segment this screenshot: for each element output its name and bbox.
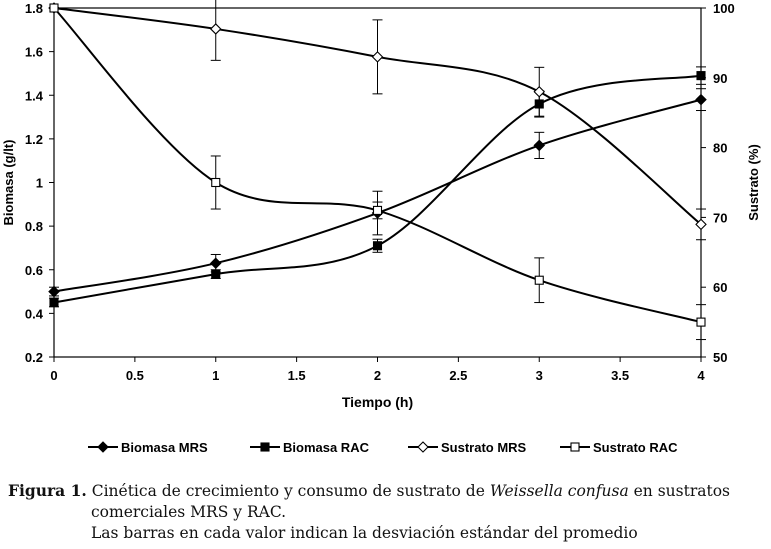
data-point xyxy=(371,51,384,63)
data-point xyxy=(211,177,221,188)
legend-item-biomasa-rac: Biomasa RAC xyxy=(250,440,370,455)
legend-marker xyxy=(260,442,270,452)
legend: Biomasa MRS Biomasa RAC Sustrato MRS Sustra… xyxy=(88,440,678,455)
axes: 0 0.5 1 1.5 2 2.5 3 3.5 4 0.2 0.4 0.6 0.8 1 1.2 1.4 1.6 1… xyxy=(1,1,761,410)
series-line xyxy=(53,7,702,226)
legend-item-sustrato-mrs: Sustrato MRS xyxy=(408,440,527,455)
series-line xyxy=(53,7,702,324)
y2-tick-label: 100 xyxy=(713,1,735,16)
data-point xyxy=(533,85,546,98)
data-point xyxy=(533,139,546,152)
series-layer xyxy=(48,0,707,341)
legend-label: Sustrato MRS xyxy=(441,440,527,455)
data-point xyxy=(211,269,221,279)
y-tick-label: 1.6 xyxy=(25,45,43,60)
kinetics-chart: 0 0.5 1 1.5 2 2.5 3 3.5 4 0.2 0.4 0.6 0.8 1 1.2 1.4 1.6 1… xyxy=(1,0,761,455)
y-tick-label: 1.8 xyxy=(25,1,43,16)
y2-tick-label: 80 xyxy=(713,141,727,156)
series-line xyxy=(53,74,702,304)
legend-label: Biomasa MRS xyxy=(121,440,208,455)
y2-tick-label: 90 xyxy=(713,71,727,86)
x-tick-label: 1.5 xyxy=(288,368,306,383)
y-axis-label: Biomasa (g/lt) xyxy=(1,140,16,226)
x-tick-label: 0 xyxy=(50,368,57,383)
data-point xyxy=(534,275,544,285)
x-tick-label: 2 xyxy=(374,368,381,383)
legend-label: Sustrato RAC xyxy=(593,440,678,455)
data-point xyxy=(695,93,707,106)
data-point xyxy=(372,205,383,215)
y2-axis-label: Sustrato (%) xyxy=(746,144,761,221)
x-tick-label: 0.5 xyxy=(126,368,144,383)
y-tick-label: 0.4 xyxy=(25,306,44,321)
caption-text-before: Cinética de crecimiento y consumo de sus… xyxy=(86,482,490,500)
x-tick-label: 1 xyxy=(212,368,219,383)
data-point xyxy=(695,218,707,231)
legend-marker xyxy=(97,441,109,453)
data-point xyxy=(48,285,60,298)
data-point xyxy=(372,241,383,251)
x-tick-label: 4 xyxy=(697,368,705,383)
caption-line-2: comerciales MRS y RAC. xyxy=(91,503,287,521)
y-tick-label: 1.4 xyxy=(25,88,44,103)
data-point xyxy=(209,23,222,35)
data-point xyxy=(49,297,59,308)
data-point xyxy=(209,257,222,269)
x-axis-label: Tiempo (h) xyxy=(342,394,413,410)
x-tick-label: 3.5 xyxy=(611,368,629,383)
series-biomasa-rac xyxy=(49,66,706,308)
y-tick-label: 0.2 xyxy=(25,350,43,365)
legend-item-sustrato-rac: Sustrato RAC xyxy=(560,440,678,455)
figure-caption: Figura 1. Cinética de crecimiento y cons… xyxy=(8,480,768,544)
legend-item-biomasa-mrs: Biomasa MRS xyxy=(88,440,208,455)
legend-marker xyxy=(417,441,429,453)
y2-tick-label: 60 xyxy=(713,280,727,295)
y-tick-label: 1.2 xyxy=(25,132,43,147)
y2-tick-label: 50 xyxy=(713,350,727,365)
caption-label: Figura 1. xyxy=(8,481,87,500)
y2-tick-label: 70 xyxy=(713,210,727,225)
caption-line-1: Figura 1. Cinética de crecimiento y cons… xyxy=(8,480,768,502)
series-sustrato-rac xyxy=(49,3,706,341)
data-point xyxy=(696,317,706,327)
y-tick-label: 1 xyxy=(36,176,43,191)
caption-species: Weissella confusa xyxy=(489,482,629,500)
y-tick-label: 0.6 xyxy=(25,263,43,278)
x-tick-label: 3 xyxy=(536,368,543,383)
y-tick-label: 0.8 xyxy=(25,219,43,234)
caption-line-3: Las barras en cada valor indican la desv… xyxy=(91,524,638,542)
legend-label: Biomasa RAC xyxy=(283,440,370,455)
data-point xyxy=(696,71,706,81)
data-point xyxy=(49,3,59,13)
caption-text-after: en sustratos xyxy=(628,482,730,500)
x-tick-label: 2.5 xyxy=(449,368,467,383)
legend-marker xyxy=(570,442,580,452)
